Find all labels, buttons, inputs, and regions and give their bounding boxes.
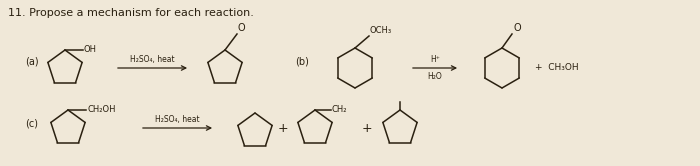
Text: +  CH₃OH: + CH₃OH	[535, 64, 579, 73]
Text: H₂SO₄, heat: H₂SO₄, heat	[130, 55, 175, 64]
Text: OCH₃: OCH₃	[370, 26, 392, 35]
Text: OH: OH	[84, 45, 97, 54]
Text: O: O	[238, 23, 246, 33]
Text: 11. Propose a mechanism for each reaction.: 11. Propose a mechanism for each reactio…	[8, 8, 254, 18]
Text: H₂SO₄, heat: H₂SO₄, heat	[155, 115, 200, 124]
Text: (c): (c)	[25, 119, 38, 129]
Text: CH₂OH: CH₂OH	[87, 106, 116, 115]
Text: CH₂: CH₂	[332, 106, 347, 115]
Text: H⁺: H⁺	[430, 55, 440, 64]
Text: (b): (b)	[295, 56, 309, 66]
Text: O: O	[513, 23, 521, 33]
Text: H₂O: H₂O	[428, 72, 442, 81]
Text: +: +	[278, 122, 288, 134]
Text: (a): (a)	[25, 56, 38, 66]
Text: +: +	[362, 122, 372, 134]
